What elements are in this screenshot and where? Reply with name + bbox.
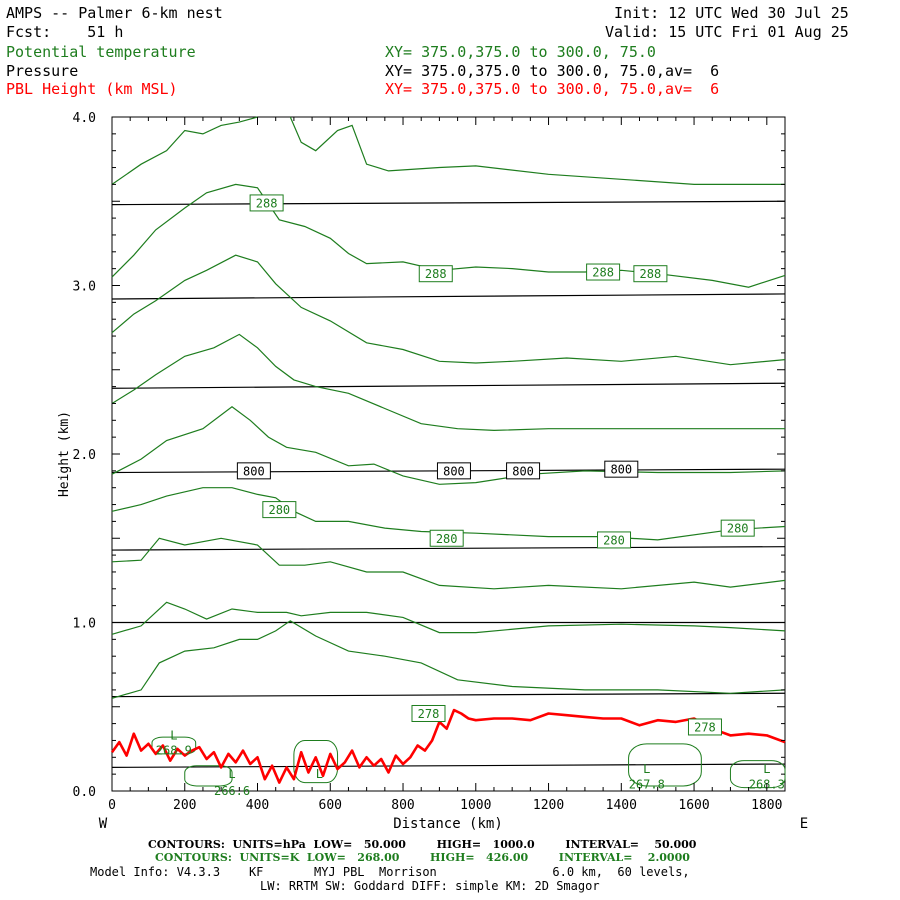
theta-line [111,254,786,366]
theta-line [111,620,786,699]
theta-contours [111,116,786,789]
forecast-hour: Fcst: 51 h [6,23,124,41]
low-label: L [643,762,650,776]
theta-label: 280 [436,532,458,546]
theta-label: 288 [425,267,447,281]
theta-label: 280 [268,503,290,517]
field-pbl-name: PBL Height (km MSL) [6,80,178,98]
pressure-label: 800 [443,464,465,478]
theta-label: 278 [418,707,440,721]
low-contour [628,743,702,787]
y-tick-label: 1.0 [73,617,96,632]
x-tick-label: 1400 [606,798,637,813]
theta-label: 288 [256,196,278,210]
theta-label-box [418,265,453,283]
pressure-label-box [506,462,541,480]
contour-labels: 800 800 800 800 288 288 288 288 280 280 280 280 278 2… [156,194,785,798]
valid-time: Valid: 15 UTC Fri 01 Aug 25 [605,23,849,41]
pressure-contour-info: CONTOURS: UNITS=hPa LOW= 50.000 HIGH= 10… [148,838,697,851]
theta-line [289,116,785,185]
x-tick-label: 800 [391,798,414,813]
pressure-label-box [236,462,271,480]
theta-label: 280 [727,522,749,536]
model-info-line2: LW: RRTM SW: Goddard DIFF: simple KM: 2D… [260,879,600,893]
low-label: L [316,767,323,781]
x-tick-label: 600 [319,798,342,813]
pressure-label: 800 [610,463,632,477]
chart-title: AMPS -- Palmer 6-km nest [6,4,223,22]
low-contour [184,765,233,787]
theta-label-box [411,704,446,722]
low-label: 266.6 [214,784,250,798]
axes-frame [111,116,786,792]
x-tick-label: 1800 [751,798,782,813]
theta-label-box [249,194,284,212]
model-info-line1: Model Info: V4.3.3 KF MYJ PBL Morrison 6… [90,865,690,879]
x-tick-label: 200 [173,798,196,813]
pbl-height-line [110,708,786,784]
y-tick-label: 0.0 [73,785,96,800]
x-axis-label: Distance (km) [393,816,503,832]
theta-label: 288 [640,267,662,281]
pressure-line [111,692,786,698]
theta-line [111,601,786,635]
y-tick-label: 4.0 [73,111,96,126]
theta-label: 280 [603,533,625,547]
low-label: L [763,762,770,776]
theta-line [111,537,786,590]
theta-line [111,116,258,185]
pressure-line [111,546,786,551]
y-tick-label: 3.0 [73,280,96,295]
pressure-line [111,200,786,206]
theta-label-box [586,263,621,281]
low-label: 267.8 [629,777,665,791]
plot-frame [111,116,786,792]
theta-label-box [262,501,297,519]
theta-label: 278 [694,720,716,734]
pressure-line [111,763,786,769]
y-axis-label: Height (km) [57,411,72,497]
x-tick-label: 400 [246,798,269,813]
theta-label-box [597,531,632,549]
low-label: L [228,767,235,781]
field-theta-name: Potential temperature [6,43,196,61]
x-tick-label: 0 [108,798,116,813]
x-tick-label: 1600 [678,798,709,813]
east-label: E [800,816,808,832]
theta-contour-info: CONTOURS: UNITS=K LOW= 268.00 HIGH= 426.… [155,851,690,864]
init-time: Init: 12 UTC Wed 30 Jul 25 [614,4,849,22]
pressure-label: 800 [512,464,534,478]
field-pressure-name: Pressure [6,62,79,80]
theta-label-box [429,529,464,547]
pbl-height-series [110,708,786,784]
y-tick-label: 2.0 [73,448,96,463]
theta-line [111,333,785,432]
x-tick-label: 1000 [460,798,491,813]
theta-label: 288 [592,266,614,280]
x-tick-label: 1200 [533,798,564,813]
low-contour [293,739,339,784]
theta-line [111,406,786,485]
theta-label-box [720,519,755,537]
pressure-label-box [436,462,471,480]
pressure-label-box [604,460,639,478]
field-pbl-xy: XY= 375.0,375.0 to 300.0, 75.0,av= 6 [385,80,720,98]
axis-ticks: 0 200 400 600 800 1000 1200 1400 1600 1800 0.0 1.0 2… [73,111,786,813]
low-label: 268.9 [156,744,192,758]
low-label: L [170,728,177,742]
theta-label-box [633,265,668,283]
field-pressure-xy: XY= 375.0,375.0 to 300.0, 75.0,av= 6 [385,62,720,80]
pressure-line [111,382,786,389]
pressure-line [111,293,786,300]
field-theta-xy: XY= 375.0,375.0 to 300.0, 75.0 [385,43,656,61]
theta-label-box [687,718,722,736]
west-label: W [99,816,108,832]
pressure-label: 800 [243,464,265,478]
